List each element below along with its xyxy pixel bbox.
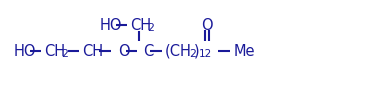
Text: HO: HO (100, 17, 122, 33)
Text: CH: CH (130, 17, 151, 33)
Text: CH: CH (44, 44, 65, 58)
Text: HO: HO (14, 44, 37, 58)
Text: (CH: (CH (165, 44, 192, 58)
Text: ): ) (194, 44, 200, 58)
Text: O: O (201, 17, 213, 33)
Text: Me: Me (234, 44, 256, 58)
Text: 2: 2 (189, 49, 196, 59)
Text: 2: 2 (147, 23, 154, 33)
Text: CH: CH (82, 44, 103, 58)
Text: 2: 2 (61, 49, 68, 59)
Text: O: O (118, 44, 130, 58)
Text: 12: 12 (199, 49, 212, 59)
Text: C: C (143, 44, 153, 58)
